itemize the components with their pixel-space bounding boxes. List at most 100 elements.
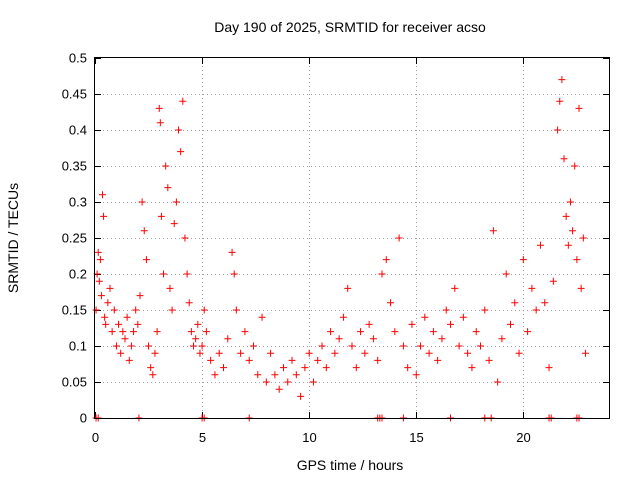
data-point	[149, 371, 157, 379]
data-point	[318, 342, 326, 350]
data-point	[132, 306, 140, 314]
data-point	[228, 248, 236, 256]
data-point	[258, 313, 266, 321]
x-tick-label: 5	[199, 430, 206, 445]
data-point	[455, 342, 463, 350]
data-point	[151, 349, 159, 357]
chart-title: Day 190 of 2025, SRMTID for receiver acs…	[214, 19, 486, 35]
y-tick-label: 0.05	[62, 375, 87, 390]
data-point	[528, 284, 536, 292]
data-point	[369, 335, 377, 343]
data-point	[101, 313, 109, 321]
data-point	[438, 335, 446, 343]
data-point	[391, 328, 399, 336]
data-point	[571, 162, 579, 170]
y-tick-label: 0.25	[62, 231, 87, 246]
data-point	[181, 234, 189, 242]
data-point	[220, 364, 227, 372]
data-point	[378, 270, 386, 278]
data-point	[344, 284, 352, 292]
data-point	[408, 320, 416, 328]
data-point	[202, 328, 210, 336]
data-point	[147, 364, 155, 372]
data-point	[554, 126, 562, 134]
data-point	[309, 378, 317, 386]
data-point	[477, 342, 484, 350]
axis-ticks: 0 0.05 0.1 0.15 0.2 0.25 0.3 0.35 0.4 0.45 0.5 0 5 10…	[62, 51, 609, 445]
data-point	[292, 371, 300, 379]
data-point	[110, 306, 118, 314]
data-point	[155, 104, 163, 112]
plot-frame	[94, 57, 610, 419]
data-point	[541, 299, 549, 307]
data-point	[194, 320, 202, 328]
data-point	[127, 342, 135, 350]
data-points	[92, 76, 589, 422]
data-point	[429, 328, 437, 336]
data-point	[92, 306, 100, 314]
y-tick-label: 0	[80, 411, 87, 426]
data-point	[254, 371, 262, 379]
data-point	[442, 306, 450, 314]
data-point	[164, 184, 172, 192]
data-point	[136, 292, 144, 300]
data-point	[104, 299, 112, 307]
data-point	[207, 356, 215, 364]
data-point	[97, 292, 105, 300]
data-point	[215, 349, 223, 357]
data-point	[297, 392, 305, 400]
data-point	[125, 356, 133, 364]
data-point	[556, 97, 564, 105]
data-point	[314, 356, 322, 364]
data-point	[395, 234, 403, 242]
data-point	[339, 313, 347, 321]
data-point	[519, 256, 527, 264]
data-point	[106, 284, 114, 292]
data-point	[157, 212, 165, 220]
data-point	[365, 320, 373, 328]
data-point	[121, 335, 129, 343]
data-point	[100, 212, 108, 220]
data-point	[200, 306, 208, 314]
data-point	[494, 378, 502, 386]
data-point	[241, 328, 249, 336]
data-point	[156, 119, 164, 127]
x-tick-label: 15	[409, 430, 423, 445]
data-point	[536, 241, 544, 249]
data-point	[434, 356, 442, 364]
data-point	[168, 306, 176, 314]
data-point	[575, 104, 583, 112]
data-point	[352, 364, 360, 372]
grid-lines	[95, 58, 609, 418]
data-point	[387, 299, 395, 307]
data-point	[399, 342, 407, 350]
data-point	[196, 349, 204, 357]
data-point	[577, 284, 585, 292]
data-point	[573, 256, 581, 264]
data-point	[301, 364, 309, 372]
data-point	[102, 320, 110, 328]
data-point	[549, 277, 557, 285]
x-tick-label: 10	[302, 430, 316, 445]
y-tick-label: 0.1	[69, 339, 87, 354]
data-point	[162, 162, 170, 170]
data-point	[145, 342, 153, 350]
data-point	[305, 349, 313, 357]
data-point	[183, 270, 191, 278]
data-point	[558, 76, 566, 84]
y-tick-label: 0.35	[62, 159, 87, 174]
data-point	[560, 155, 568, 163]
data-point	[123, 313, 131, 321]
data-point	[417, 342, 425, 350]
data-point	[95, 277, 103, 285]
y-tick-label: 0.3	[69, 195, 87, 210]
data-point	[96, 256, 104, 264]
data-point	[245, 356, 253, 364]
data-point	[485, 356, 493, 364]
data-point	[142, 256, 150, 264]
data-point	[502, 270, 510, 278]
data-point	[232, 306, 240, 314]
data-point	[562, 212, 570, 220]
